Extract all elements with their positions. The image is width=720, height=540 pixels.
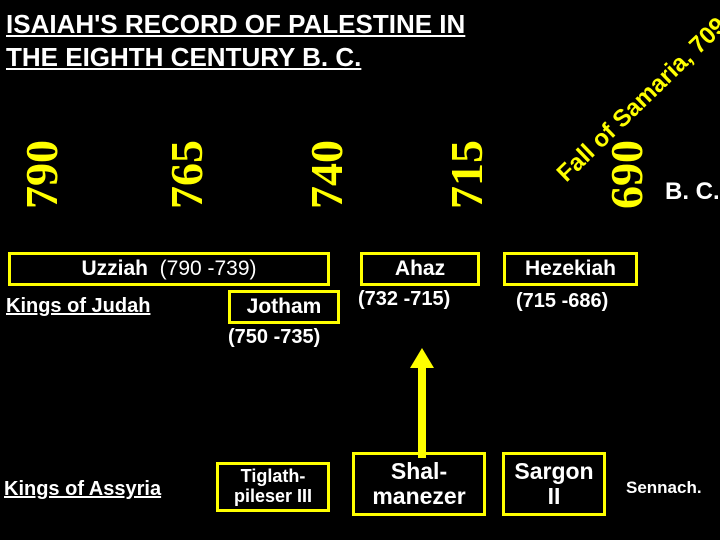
king-years-ahaz: (732 -715) — [358, 288, 450, 311]
kings-of-judah-label: Kings of Judah — [6, 295, 150, 318]
king-box-hezekiah: Hezekiah — [503, 252, 638, 286]
year-tick-765: 765 — [160, 140, 213, 209]
king-box-tiglath: Tiglath-pileser III — [216, 462, 330, 512]
kings-of-assyria-label: Kings of Assyria — [4, 478, 161, 501]
king-box-sargon: SargonII — [502, 452, 606, 516]
year-tick-715: 715 — [440, 140, 493, 209]
arrow-head-icon — [410, 348, 434, 368]
king-box-shalmanezer: Shal-manezer — [352, 452, 486, 516]
king-years-uzziah: (790 -739) — [160, 257, 257, 280]
king-years-jotham: (750 -735) — [228, 326, 320, 349]
arrow-shaft — [418, 368, 426, 458]
king-name-shalmanezer: Shal-manezer — [372, 459, 465, 510]
king-years-hezekiah: (715 -686) — [516, 290, 608, 313]
diagram-title: ISAIAH'S RECORD OF PALESTINE INTHE EIGHT… — [6, 8, 465, 73]
year-tick-690: 690 — [600, 140, 653, 209]
king-name-jotham: Jotham — [247, 295, 322, 319]
king-box-ahaz: Ahaz — [360, 252, 480, 286]
king-name-hezekiah: Hezekiah — [525, 257, 616, 281]
king-name-tiglath: Tiglath-pileser III — [234, 467, 312, 507]
king-box-jotham: Jotham — [228, 290, 340, 324]
year-tick-740: 740 — [300, 140, 353, 209]
king-box-uzziah: Uzziah (790 -739) — [8, 252, 330, 286]
king-name-uzziah: Uzziah — [81, 257, 148, 280]
bc-label: B. C. — [665, 178, 720, 206]
year-tick-790: 790 — [15, 140, 68, 209]
sennacherib-label: Sennach. — [626, 478, 702, 498]
king-name-ahaz: Ahaz — [395, 257, 445, 281]
king-name-sargon: SargonII — [514, 459, 593, 510]
